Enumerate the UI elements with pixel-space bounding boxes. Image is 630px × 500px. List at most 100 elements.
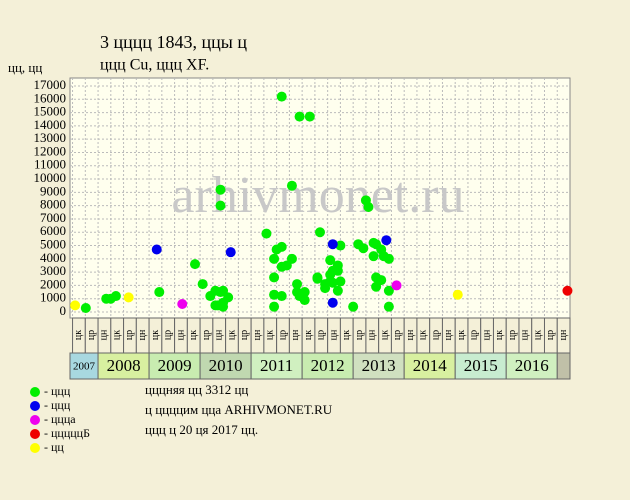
point [325,255,336,266]
point [154,287,165,298]
x-sub-label: цр [354,330,365,340]
x-sub-label: цн [443,329,454,340]
x-sub-label: цн [290,329,301,340]
x-sub-label: цк [265,330,276,340]
point [269,289,280,300]
point [299,287,310,298]
point [562,285,573,296]
point [225,247,236,258]
x-sub-label: цк [226,330,237,340]
year-label: 2007 [73,361,96,373]
x-sub-label: цр [201,330,212,340]
y-tick-label: 8000 [40,197,66,212]
point [294,111,305,122]
y-tick-label: 13000 [34,130,67,145]
point [452,289,463,300]
y-tick-label: 3000 [40,263,66,278]
point [383,285,394,296]
point [376,275,387,286]
x-sub-label: цр [316,330,327,340]
chart-subtitle: ццц Cu, ццц XF. [100,57,209,74]
year-cell [403,352,456,380]
x-sub-label: цк [188,330,199,340]
x-sub-label: цк [150,330,161,340]
x-sub-label: цн [328,329,339,340]
legend-swatch [30,387,40,397]
x-sub-label: цр [86,330,97,340]
point [327,239,338,250]
point [286,253,297,264]
point [332,260,343,271]
year-label: 2014 [413,356,448,375]
year-label: 2010 [209,356,243,375]
year-cell [505,352,558,380]
x-sub-label: цк [111,330,122,340]
note: ццц ц 20 ця 2017 цц. [145,422,258,437]
x-sub-label: цр [239,330,250,340]
point [332,285,343,296]
point [177,299,188,310]
y-axis-label: цц, цц [8,60,42,75]
point [190,259,200,270]
point [215,200,226,211]
watermark: arhivmonet.ru [171,167,464,224]
point [299,295,310,306]
year-label: 2016 [515,356,549,375]
year-label: 2009 [158,356,192,375]
y-tick-label: 15000 [34,104,67,119]
legend-label: - цц [44,440,64,454]
x-sub-label: цн [405,329,416,340]
x-sub-label: цр [277,330,288,340]
point [269,272,280,283]
note: цццняя цц 3312 цц [145,382,248,397]
point [197,279,208,290]
year-cell [556,352,571,380]
point [335,240,346,251]
legend-label: - ццц [44,398,71,412]
y-tick-label: 5000 [40,237,66,252]
legend-swatch [30,401,40,411]
x-sub-label: цр [430,330,441,340]
y-tick-label: 7000 [40,210,66,225]
x-sub-label: цк [341,330,352,340]
point [383,301,394,312]
x-sub-label: цн [252,329,263,340]
legend-swatch [30,443,40,453]
year-cell [69,352,99,380]
point [276,91,287,102]
x-sub-label: цн [137,329,148,340]
legend-label: - цццццБ [44,426,90,440]
point [151,244,162,255]
point [327,277,338,288]
point [269,301,280,312]
x-sub-label: цк [418,330,429,340]
x-sub-label: цк [73,330,84,340]
point [276,241,287,252]
y-tick-label: 9000 [40,183,66,198]
year-cell [301,352,354,380]
y-tick-label: 11000 [34,157,66,172]
x-sub-label: цн [99,329,110,340]
x-sub-label: цк [494,330,505,340]
point [358,243,369,254]
x-sub-label: цн [481,329,492,340]
point [80,303,91,314]
point [261,228,272,239]
x-sub-label: цк [456,330,467,340]
legend-label: - ццц [44,384,71,398]
legend-label: - ццца [44,412,76,426]
y-tick-label: 4000 [40,250,66,265]
point [292,279,303,290]
year-label: 2008 [107,356,141,375]
point [215,184,226,195]
y-tick-label: 10000 [34,170,67,185]
y-tick-label: 6000 [40,223,66,238]
point [312,273,323,284]
x-sub-label: цн [558,329,569,340]
chart-title: 3 цццц 1843, ццы ц [100,32,247,52]
y-tick-label: 0 [60,303,67,318]
y-tick-label: 17000 [34,77,67,92]
year-label: 2013 [362,356,396,375]
